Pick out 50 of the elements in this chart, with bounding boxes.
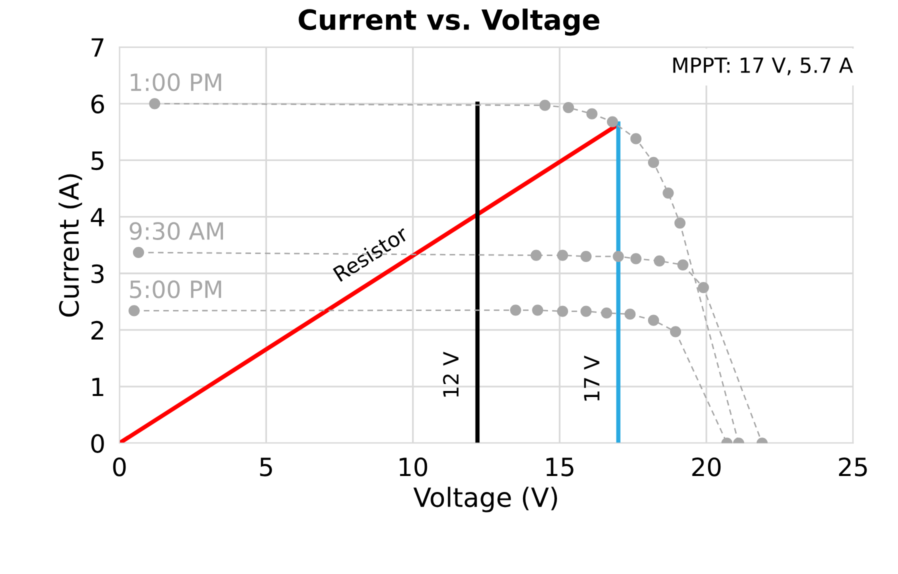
x-tick-label: 0 (113, 457, 126, 476)
x-tick-label: 15 (546, 458, 574, 476)
point (580, 306, 592, 317)
text: 17 V (584, 356, 600, 401)
point (648, 314, 660, 326)
point (562, 102, 574, 114)
point (510, 304, 522, 316)
point (630, 133, 642, 144)
y-tick-label: 1 (92, 378, 104, 396)
point (654, 255, 665, 266)
y-tick-label: 6 (91, 94, 104, 114)
point (586, 108, 598, 120)
point (698, 282, 709, 294)
point (149, 98, 160, 110)
x-axis-title: Voltage (V) (413, 486, 558, 512)
y-tick-label: 3 (92, 264, 104, 284)
point (530, 250, 542, 261)
point (557, 250, 568, 261)
point (532, 304, 544, 316)
y-axis-title: Current (A) (58, 174, 82, 317)
point (132, 246, 144, 258)
point (612, 250, 624, 262)
x-tick-label: 20 (692, 457, 721, 476)
series-label: 9:30 AM (130, 222, 223, 240)
text: 12 V (442, 352, 458, 397)
y-tick-label: 4 (90, 208, 104, 226)
point (624, 308, 636, 320)
annotation: MPPT: 17 V, 5.7 A (673, 58, 853, 76)
point (557, 306, 568, 317)
point (539, 100, 551, 111)
x-tick-label: 5 (260, 458, 272, 476)
point (606, 116, 618, 128)
point (670, 326, 682, 338)
point (601, 307, 612, 319)
chart-title: Current vs. Voltage (298, 8, 600, 36)
point (580, 250, 592, 262)
point (662, 187, 674, 199)
series-label: 5:00 PM (130, 280, 222, 298)
x-tick-label: 10 (400, 457, 428, 476)
point (677, 259, 688, 270)
y-tick-label: 2 (91, 320, 104, 340)
y-tick-label: 0 (91, 434, 104, 453)
point (630, 253, 642, 264)
y-tick-label: 5 (92, 152, 104, 170)
point (648, 156, 660, 168)
y-tick-label: 7 (92, 38, 104, 57)
series-label: 1:00 PM (130, 73, 222, 92)
point (128, 305, 140, 316)
x-tick-label: 25 (839, 457, 867, 476)
point (674, 217, 686, 229)
